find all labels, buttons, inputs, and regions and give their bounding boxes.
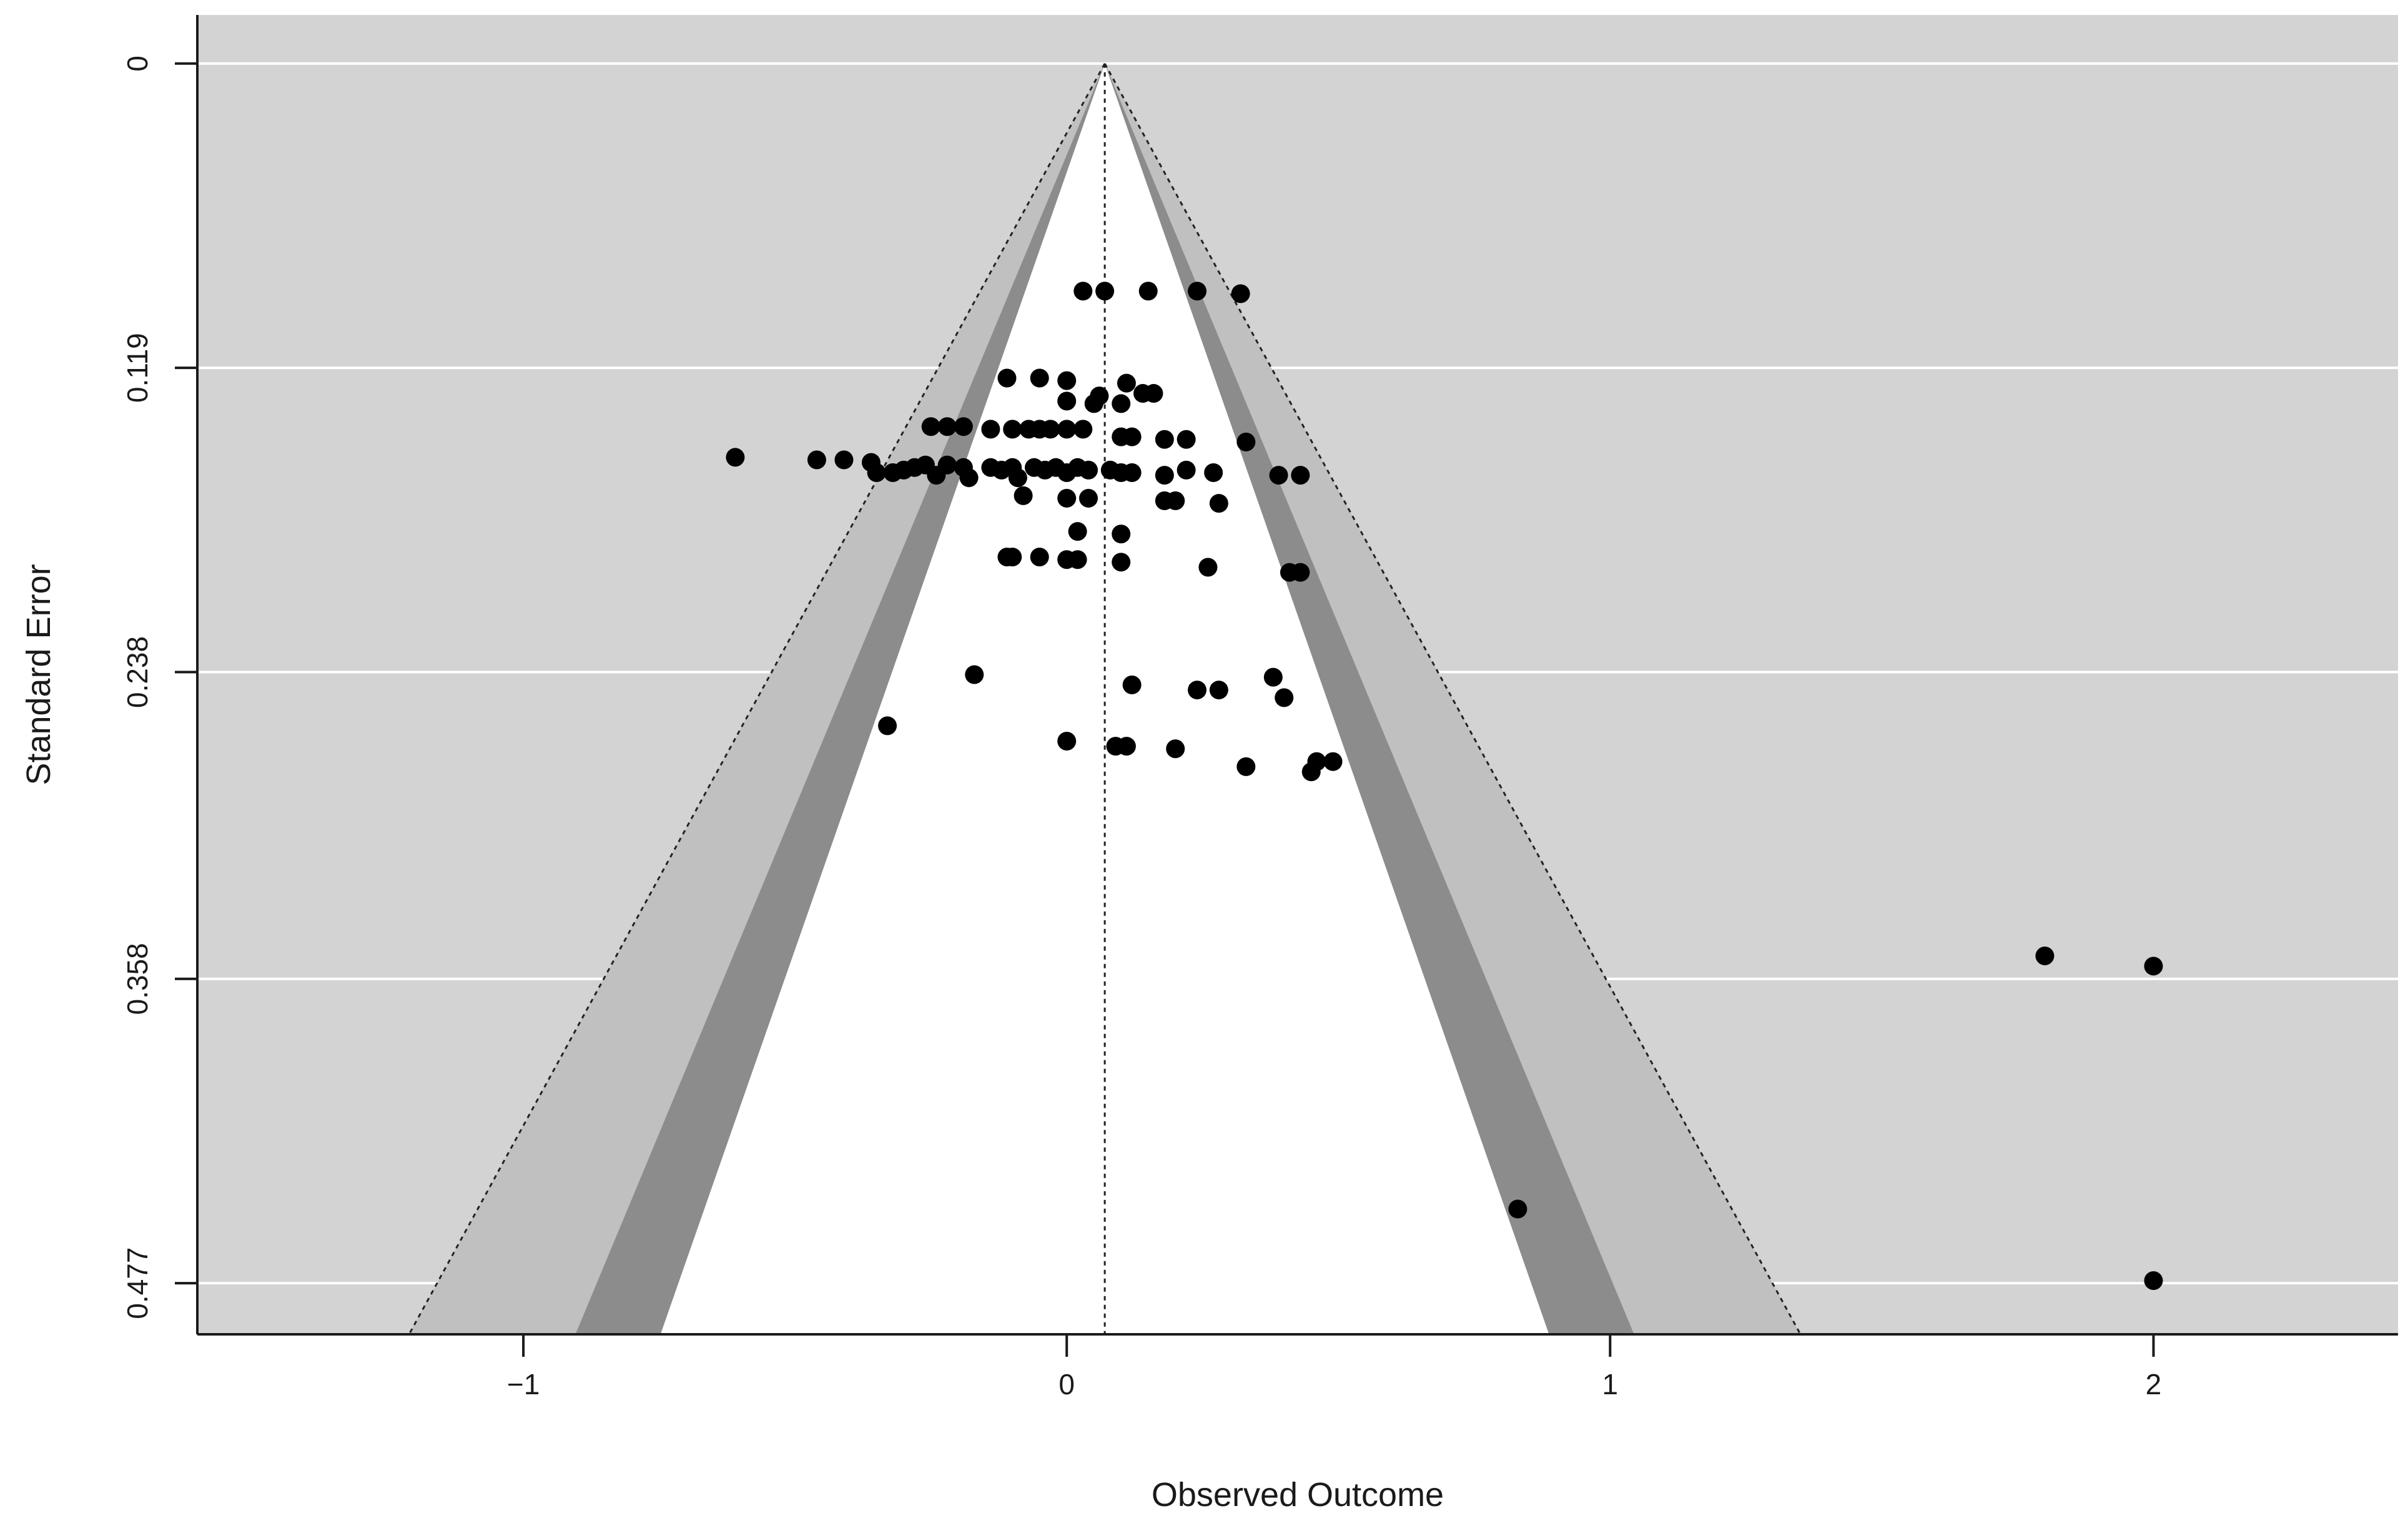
data-point-63: [1079, 488, 1098, 508]
data-point-7: [1057, 371, 1077, 390]
x-axis-title: Observed Outcome: [1152, 1476, 1444, 1514]
data-point-28: [1177, 430, 1196, 449]
y-tick-label-0: 0: [121, 56, 154, 72]
data-point-93: [2035, 946, 2055, 965]
y-tick-label-1: 0.119: [121, 333, 154, 403]
contour-edge-1: [408, 63, 1106, 1335]
x-tick-label-1: 0: [1058, 1368, 1075, 1400]
data-point-22: [1041, 420, 1060, 439]
data-point-4: [1231, 284, 1250, 303]
x-axis: −1 0 1 2: [197, 1333, 2398, 1400]
data-point-14: [1144, 384, 1163, 403]
data-point-29: [1236, 432, 1256, 451]
data-point-31: [807, 450, 826, 470]
data-point-5: [997, 368, 1017, 388]
data-point-92: [1323, 752, 1343, 771]
y-tick-label-2: 0.238: [121, 636, 154, 708]
data-point-82: [1263, 667, 1283, 687]
data-point-94: [2144, 957, 2163, 976]
data-point-55: [1122, 463, 1142, 482]
data-point-8: [1117, 373, 1136, 393]
data-points: [726, 282, 2163, 1291]
data-point-0: [1073, 282, 1093, 301]
data-point-70: [1003, 548, 1022, 567]
data-point-87: [1117, 737, 1136, 756]
data-point-59: [1269, 466, 1288, 485]
data-point-95: [1508, 1199, 1527, 1219]
data-point-81: [1209, 681, 1228, 700]
data-point-78: [965, 665, 984, 684]
data-point-83: [1275, 688, 1294, 707]
x-tick-label-3: 2: [2146, 1368, 2162, 1400]
data-point-46: [1008, 468, 1027, 488]
x-tick-label-2: 1: [1602, 1368, 1619, 1400]
data-point-6: [1030, 368, 1049, 388]
data-point-34: [867, 463, 886, 482]
data-point-56: [1155, 466, 1174, 485]
y-tick-label-4: 0.477: [121, 1248, 154, 1319]
data-point-30: [726, 448, 745, 467]
data-point-88: [1166, 739, 1185, 759]
data-point-58: [1204, 463, 1223, 482]
data-point-32: [834, 450, 854, 470]
data-point-74: [1112, 553, 1131, 572]
y-axis-title: Standard Error: [20, 564, 57, 785]
data-point-85: [1057, 731, 1077, 751]
contour-edge-0: [1103, 63, 1802, 1335]
data-point-89: [1236, 757, 1256, 776]
data-point-27: [1155, 430, 1174, 449]
data-point-66: [1209, 494, 1228, 513]
data-point-40: [937, 455, 957, 475]
data-point-79: [1122, 675, 1142, 694]
data-point-57: [1177, 460, 1196, 480]
data-point-26: [1122, 427, 1142, 446]
data-point-73: [1068, 550, 1087, 569]
data-point-84: [878, 716, 897, 736]
data-point-15: [921, 417, 940, 436]
data-point-12: [1112, 394, 1131, 413]
data-point-77: [1291, 563, 1310, 582]
contour-region-90: [660, 63, 1549, 1334]
data-point-11: [1090, 386, 1109, 406]
contour-outline-99: [408, 63, 1802, 1335]
data-point-52: [1079, 460, 1098, 480]
data-point-16: [937, 417, 957, 436]
data-point-71: [1030, 548, 1049, 567]
data-point-9: [1057, 391, 1077, 411]
data-point-65: [1166, 491, 1185, 511]
y-tick-label-3: 0.358: [121, 943, 154, 1015]
data-point-24: [1073, 420, 1093, 439]
x-tick-label-0: −1: [507, 1368, 540, 1400]
data-point-18: [981, 420, 1000, 439]
data-point-80: [1188, 681, 1207, 700]
data-point-60: [1291, 466, 1310, 485]
data-point-75: [1198, 558, 1218, 577]
data-point-2: [1138, 282, 1158, 301]
data-point-96: [2144, 1271, 2163, 1291]
data-point-61: [1014, 486, 1033, 505]
data-point-67: [1068, 522, 1087, 541]
y-axis: 0 0.119 0.238 0.358 0.477: [121, 15, 199, 1334]
data-point-19: [1003, 420, 1022, 439]
data-point-17: [954, 417, 973, 436]
data-point-68: [1112, 524, 1131, 544]
data-point-23: [1057, 420, 1077, 439]
data-point-3: [1188, 282, 1207, 301]
data-point-1: [1095, 282, 1115, 301]
data-point-42: [959, 468, 979, 488]
data-point-62: [1057, 488, 1077, 508]
data-point-91: [1307, 752, 1326, 771]
